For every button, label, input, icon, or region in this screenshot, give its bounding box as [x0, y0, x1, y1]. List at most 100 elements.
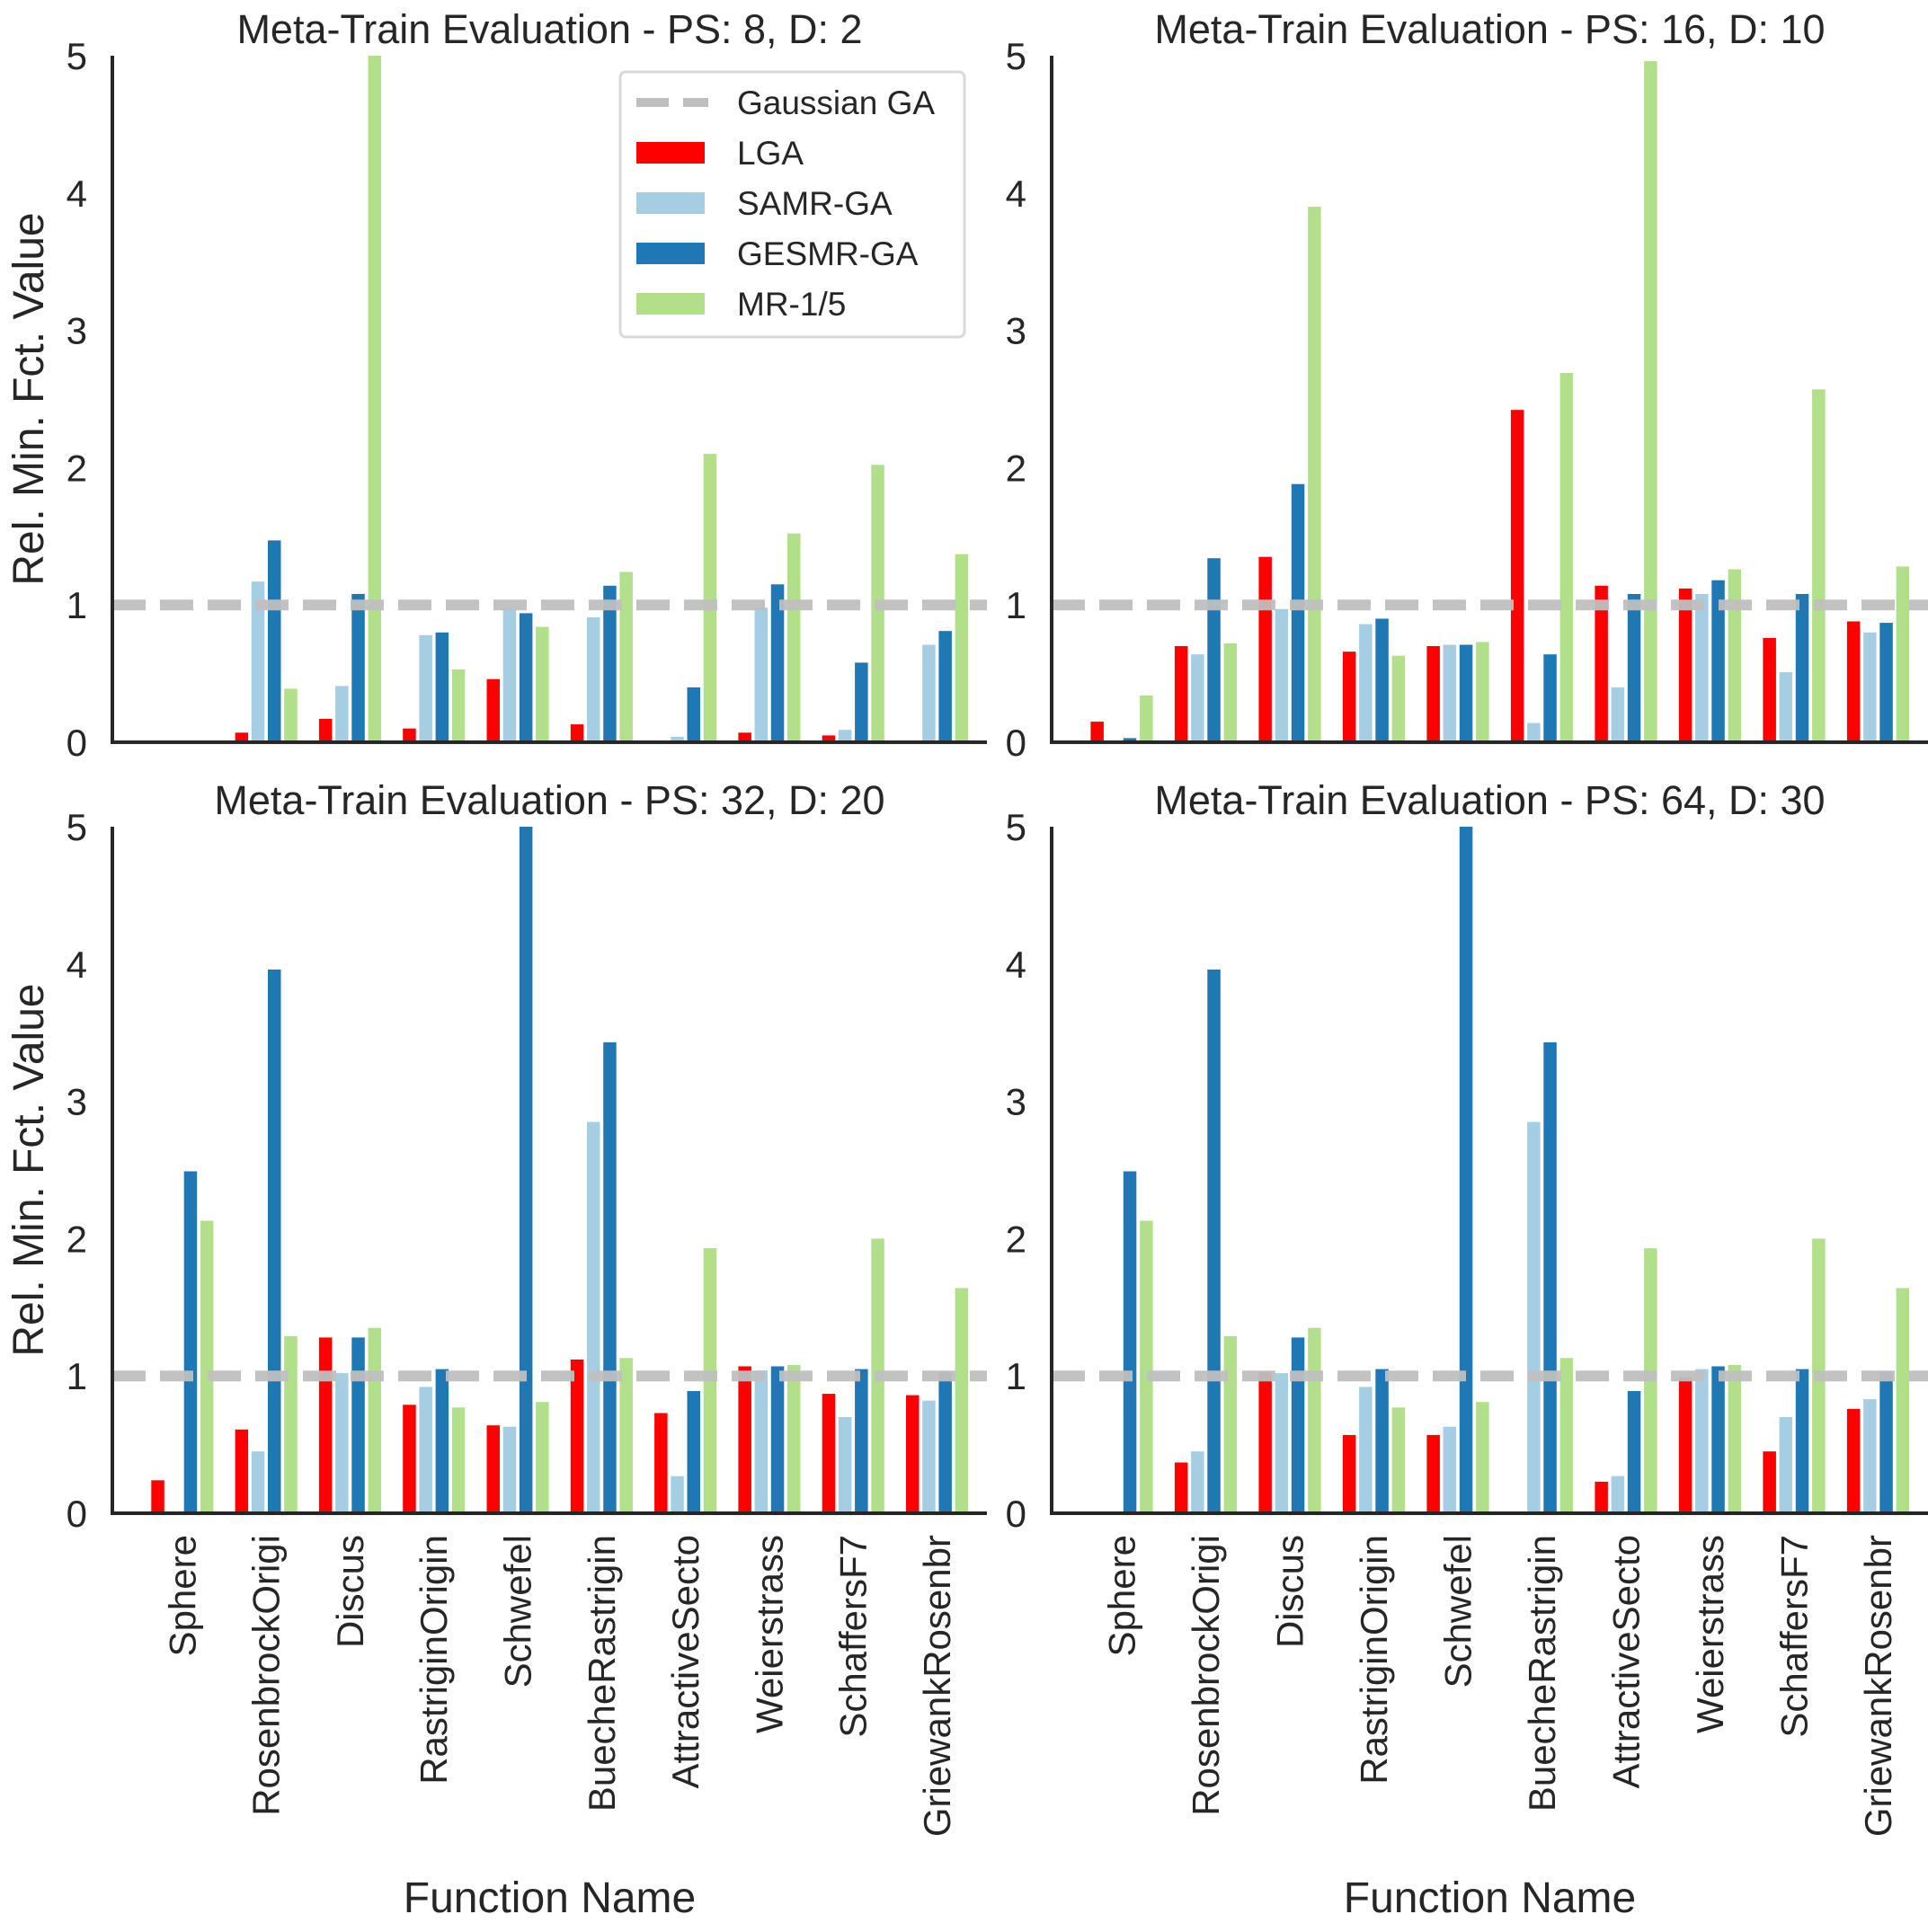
y-tick-label: 0	[1006, 1493, 1026, 1535]
y-tick-label: 1	[1006, 1355, 1026, 1397]
y-tick-label: 5	[1006, 35, 1026, 77]
x-tick-label: BuecheRastrigin	[1521, 1535, 1563, 1812]
bar-lga	[403, 1405, 416, 1513]
bar-mr-1-5	[1896, 566, 1910, 742]
bar-gesmr-ga	[1459, 644, 1473, 742]
bar-gesmr-ga	[687, 687, 700, 742]
bar-samr-ga	[1443, 644, 1457, 742]
bar-mr-1-5	[451, 669, 466, 742]
bar-mr-1-5	[1728, 569, 1742, 742]
bar-gesmr-ga	[938, 631, 952, 742]
y-axis-label: Rel. Min. Fct. Value	[5, 983, 53, 1356]
bar-gesmr-ga	[351, 594, 365, 742]
legend-box	[618, 70, 966, 339]
bar-gesmr-ga	[1627, 1391, 1641, 1513]
x-tick-label: AttractiveSecto	[664, 1535, 706, 1788]
bar-samr-ga	[587, 617, 600, 742]
bar-mr-1-5	[1140, 696, 1153, 742]
bar-samr-ga	[1359, 624, 1373, 742]
bar-samr-ga	[1863, 1399, 1877, 1513]
bar-lga	[822, 1394, 836, 1513]
panel-2: Meta-Train Evaluation - PS: 16, D: 10 0 1 2…	[1006, 6, 1928, 764]
bar-mr-1-5	[536, 1402, 549, 1513]
y-tick-label: 1	[67, 584, 87, 626]
legend-label-mr-1-5: MR-1/5	[737, 286, 846, 323]
bar-lga	[1678, 588, 1693, 742]
bar-samr-ga	[1443, 1426, 1457, 1513]
legend-swatch-mr-1-5	[636, 293, 705, 315]
panel-4: Meta-Train Evaluation - PS: 64, D: 30 Sph…	[1006, 777, 1928, 1922]
y-tick-label: 0	[67, 1493, 87, 1535]
y-tick-label: 1	[67, 1355, 87, 1397]
x-tick-label: Weierstrass	[748, 1535, 790, 1733]
bar-samr-ga	[838, 730, 852, 742]
x-tick-label: SchaffersF7	[1773, 1535, 1815, 1738]
bar-samr-ga	[671, 1476, 684, 1513]
bar-lga	[235, 732, 249, 742]
bars	[235, 56, 969, 742]
bar-lga	[822, 735, 836, 742]
x-tick-label: Sphere	[161, 1535, 203, 1656]
y-tick-label: 3	[1006, 310, 1026, 352]
bar-gesmr-ga	[938, 1371, 952, 1513]
x-tick-label: Schwefel	[497, 1535, 539, 1688]
bars	[1106, 827, 1910, 1513]
bar-samr-ga	[587, 1121, 600, 1513]
bar-mr-1-5	[284, 688, 298, 742]
bar-mr-1-5	[1728, 1365, 1742, 1513]
bar-lga	[1258, 1371, 1272, 1513]
bar-lga	[1678, 1377, 1693, 1513]
bar-samr-ga	[1275, 608, 1289, 742]
bar-samr-ga	[502, 1426, 517, 1513]
bar-mr-1-5	[1223, 1335, 1238, 1513]
bar-lga	[738, 732, 751, 742]
bar-samr-ga	[1191, 1451, 1204, 1513]
y-tick-label: 0	[67, 722, 87, 764]
bar-gesmr-ga	[1207, 558, 1221, 742]
bar-mr-1-5	[1223, 643, 1238, 742]
x-tick-label: Discus	[329, 1535, 371, 1648]
bar-mr-1-5	[1140, 1220, 1153, 1513]
bar-lga	[1342, 1434, 1356, 1513]
bar-lga	[318, 719, 333, 742]
legend: Gaussian GA LGA SAMR-GA GESMR-GA MR-1/5	[618, 70, 966, 339]
bar-samr-ga	[251, 1451, 265, 1513]
y-tick-label: 5	[1006, 806, 1026, 848]
bar-gesmr-ga	[770, 584, 785, 742]
y-tick-label: 4	[67, 173, 87, 215]
bar-lga	[1174, 1462, 1188, 1513]
bar-samr-ga	[1863, 632, 1877, 742]
y-tick-label: 1	[1006, 584, 1026, 626]
bar-mr-1-5	[787, 533, 801, 742]
bar-lga	[906, 1395, 920, 1513]
bar-mr-1-5	[703, 454, 717, 742]
bar-gesmr-ga	[1543, 654, 1557, 742]
bar-lga	[1846, 621, 1861, 742]
bar-samr-ga	[1275, 1373, 1289, 1513]
bar-samr-ga	[671, 736, 684, 742]
bar-gesmr-ga	[351, 1337, 365, 1513]
y-tick-label: 4	[1006, 173, 1026, 215]
legend-swatch-samr-ga	[636, 192, 705, 214]
bar-mr-1-5	[1476, 1402, 1489, 1513]
bar-mr-1-5	[1559, 373, 1574, 742]
y-tick-label: 4	[1006, 944, 1026, 986]
bar-mr-1-5	[619, 1358, 633, 1513]
legend-label-samr-ga: SAMR-GA	[737, 185, 893, 222]
legend-label-gesmr-ga: GESMR-GA	[737, 235, 919, 272]
bar-gesmr-ga	[1711, 1366, 1725, 1513]
x-tick-label: Discus	[1268, 1535, 1311, 1648]
bar-lga	[1595, 585, 1608, 742]
bar-gesmr-ga	[1879, 1371, 1893, 1513]
bar-gesmr-ga	[687, 1391, 700, 1513]
bar-mr-1-5	[955, 554, 969, 742]
bar-mr-1-5	[368, 1327, 381, 1513]
bar-lga	[1763, 1451, 1776, 1513]
y-tick-label: 2	[67, 447, 87, 489]
bar-mr-1-5	[1308, 1327, 1321, 1513]
bar-gesmr-ga	[770, 1366, 785, 1513]
legend-swatch-lga	[636, 142, 705, 164]
bar-mr-1-5	[200, 1220, 214, 1513]
bar-gesmr-ga	[1207, 969, 1221, 1513]
